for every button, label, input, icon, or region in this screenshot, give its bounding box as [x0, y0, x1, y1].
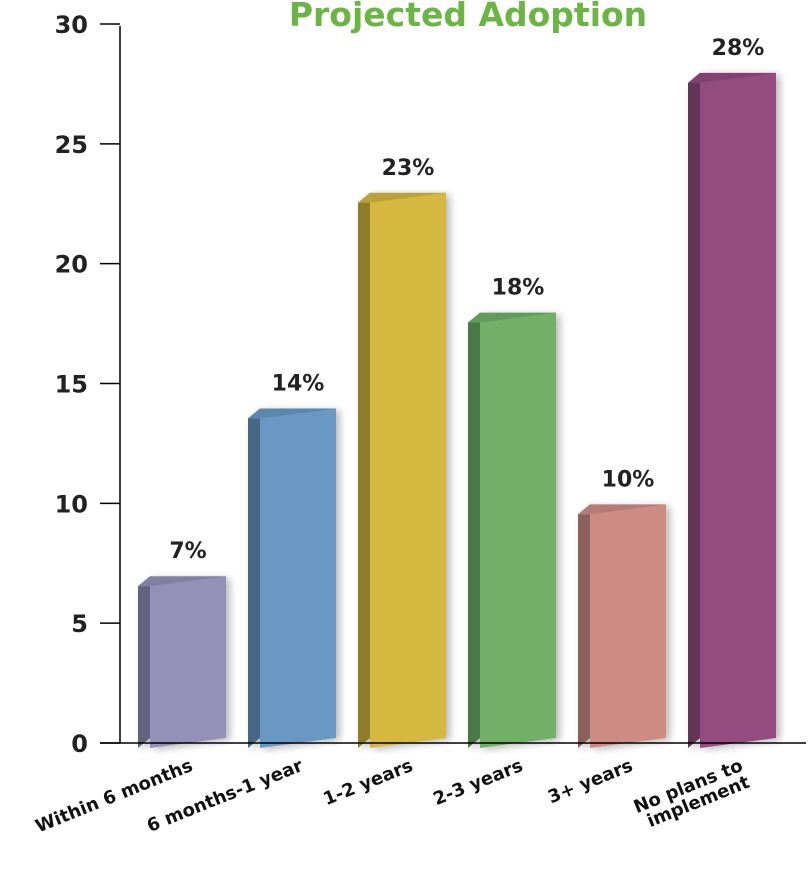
bar-front-face	[480, 312, 556, 748]
x-tick-label: 2-3 years	[430, 755, 525, 810]
x-tick-label-line: 3+ years	[545, 755, 636, 808]
y-tick-label: 0	[71, 730, 88, 758]
bar-side-face	[138, 576, 150, 748]
bar	[578, 504, 666, 748]
chart-title: Projected Adoption	[289, 0, 647, 34]
bar-front-face	[700, 72, 776, 748]
x-tick-label: 1-2 years	[320, 755, 415, 810]
bar-front-face	[370, 192, 446, 748]
y-axis: 0 5 10 15 20 25 30	[55, 11, 121, 758]
y-tick-label: 15	[55, 371, 88, 399]
bar	[358, 192, 446, 748]
y-tick-label: 25	[55, 131, 88, 159]
bar-front-face	[150, 576, 226, 748]
bars: 7% 14% 23% 18% 10% 28%	[138, 36, 776, 748]
x-tick-label: No plans toimplement	[631, 755, 753, 835]
x-tick-label-line: 2-3 years	[430, 755, 525, 810]
bar	[248, 408, 336, 748]
bar-value-label: 10%	[602, 467, 655, 492]
y-tick-label: 20	[55, 251, 88, 279]
x-tick-label-line: 1-2 years	[320, 755, 415, 810]
bar-value-label: 7%	[169, 539, 206, 564]
y-tick-label: 10	[55, 490, 88, 518]
bar-side-face	[248, 408, 260, 748]
bar-side-face	[578, 504, 590, 748]
bar-front-face	[590, 504, 666, 748]
bar-side-face	[468, 312, 480, 748]
bar-value-label: 14%	[272, 371, 325, 396]
bar	[138, 576, 226, 748]
bar-side-face	[688, 72, 700, 748]
bar	[688, 72, 776, 748]
bar-value-label: 23%	[382, 156, 435, 181]
bar-front-face	[260, 408, 336, 748]
bar	[468, 312, 556, 748]
y-tick-label: 5	[71, 610, 88, 638]
bar-value-label: 18%	[492, 276, 545, 301]
bar-value-label: 28%	[712, 36, 765, 61]
bar-side-face	[358, 192, 370, 748]
x-tick-label: 3+ years	[545, 755, 636, 808]
y-tick-label: 30	[55, 11, 88, 39]
